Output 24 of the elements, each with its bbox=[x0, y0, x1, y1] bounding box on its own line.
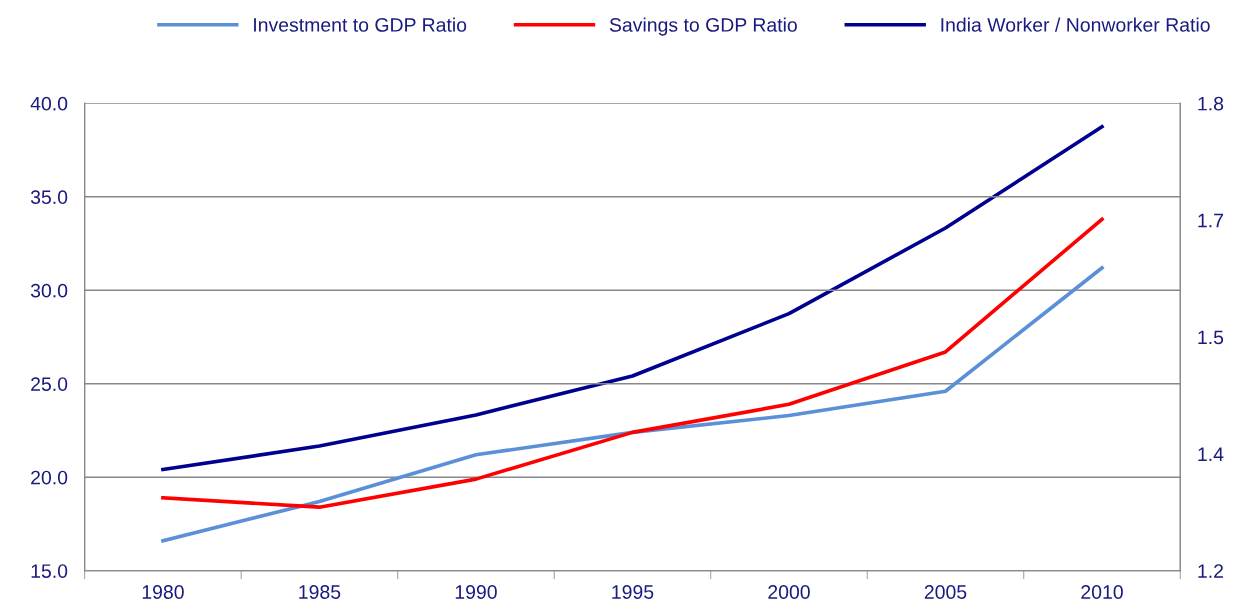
y2-tick-label: 1.7 bbox=[1198, 213, 1223, 228]
x-tick-label: 1995 bbox=[612, 585, 654, 599]
y-tick-label: 35.0 bbox=[30, 190, 68, 205]
y-tick-label: 30.0 bbox=[30, 283, 68, 298]
y-tick-label: 15.0 bbox=[31, 564, 68, 578]
legend-label: India Worker / Nonworker Ratio bbox=[941, 17, 1210, 32]
y-tick-label: 25.0 bbox=[31, 377, 68, 391]
y-tick-label: 20.0 bbox=[31, 470, 68, 485]
legend-label: Investment to GDP Ratio bbox=[254, 17, 467, 32]
line-series bbox=[161, 124, 1104, 472]
x-tick-label: 1980 bbox=[142, 585, 184, 599]
legend-label: Savings to GDP Ratio bbox=[609, 17, 797, 36]
y2-tick-label: 1.8 bbox=[1198, 96, 1224, 111]
x-tick-label: 1985 bbox=[299, 585, 341, 599]
x-tick-label: 2005 bbox=[924, 585, 967, 599]
x-tick-label: 2000 bbox=[768, 585, 810, 599]
y2-tick-label: 1.4 bbox=[1198, 447, 1224, 461]
y2-tick-label: 1.5 bbox=[1198, 330, 1224, 345]
x-tick-label: 2010 bbox=[1081, 585, 1123, 599]
x-tick-label: 1990 bbox=[455, 585, 497, 599]
line-series bbox=[161, 217, 1104, 509]
line-series bbox=[161, 266, 1104, 543]
y2-tick-label: 1.2 bbox=[1198, 564, 1223, 578]
y-tick-label: 40.0 bbox=[30, 96, 68, 111]
